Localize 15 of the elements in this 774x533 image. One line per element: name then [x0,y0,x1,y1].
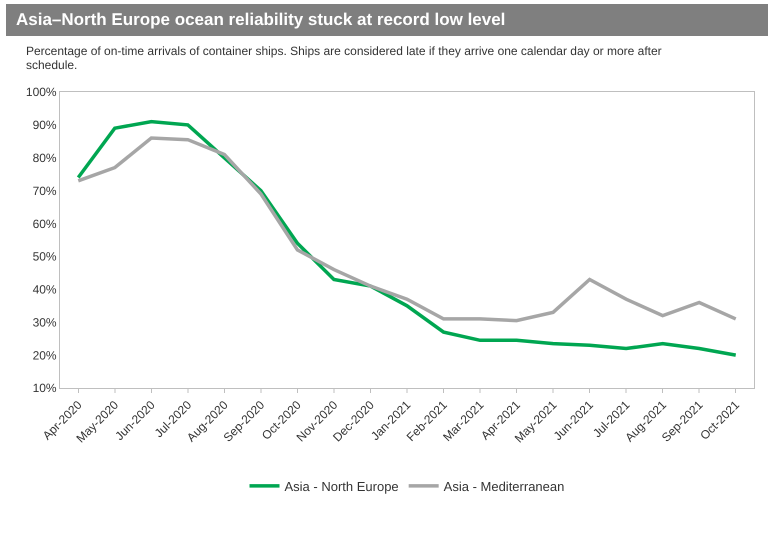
legend-label: Asia - Mediterranean [444,478,564,494]
legend-label: Asia - North Europe [284,478,399,494]
y-tick-label: 70% [32,184,57,198]
y-tick-label: 10% [32,380,57,395]
y-tick-label: 40% [32,282,57,296]
y-tick-label: 80% [32,150,57,165]
y-tick-label: 20% [32,348,57,362]
y-tick-label: 50% [32,249,57,264]
y-tick-label: 90% [32,118,57,132]
chart-subtitle: Percentage of on-time arrivals of container ships. Ships are considered late if they arrive one calendar day or more after schedule. [25,43,663,73]
y-tick-label: 60% [32,216,57,231]
chart-title: Asia–North Europe ocean reliability stuck at record low level [6,4,768,36]
y-tick-label: 100% [26,84,57,99]
line-series [76,136,738,322]
y-tick-label: 30% [32,315,57,330]
